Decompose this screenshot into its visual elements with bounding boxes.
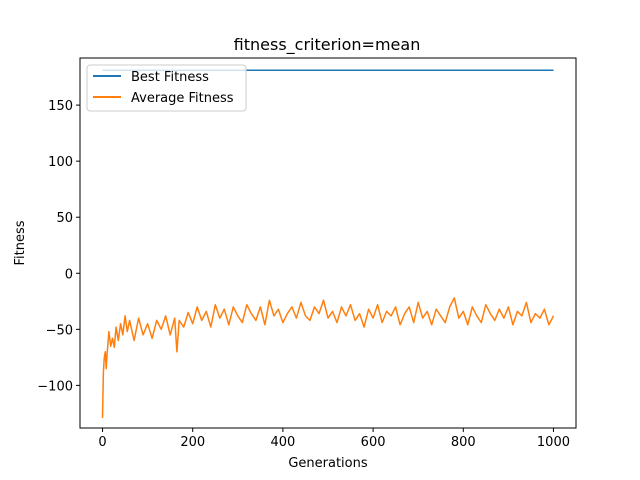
plot-area (79, 57, 577, 429)
y-tick-label: −100 (37, 379, 73, 394)
y-tick-label: 100 (48, 155, 73, 170)
legend-box (86, 64, 247, 112)
legend-label-average-fitness: Average Fitness (131, 91, 234, 106)
y-tick-label: −50 (46, 323, 73, 338)
legend: Best Fitness Average Fitness (86, 64, 247, 112)
x-tick-label: 400 (270, 435, 295, 450)
x-tick-label: 0 (98, 435, 106, 450)
y-tick-label: 0 (65, 267, 73, 282)
x-axis-label: Generations (288, 456, 368, 471)
x-tick-label: 800 (451, 435, 476, 450)
x-tick-label: 200 (180, 435, 205, 450)
chart-title: fitness_criterion=mean (234, 35, 421, 55)
y-axis-label: Fitness (13, 220, 28, 265)
series-line-average-fitness (101, 297, 555, 418)
plot-frame (79, 57, 577, 429)
legend-label-best-fitness: Best Fitness (131, 70, 209, 85)
x-axis: 0 200 400 600 800 1000 (98, 428, 570, 450)
y-tick-label: 150 (48, 99, 73, 114)
y-tick-label: 50 (56, 211, 73, 226)
x-tick-label: 1000 (537, 435, 570, 450)
y-axis: −100 −50 0 50 100 150 (37, 99, 80, 394)
x-tick-label: 600 (361, 435, 386, 450)
